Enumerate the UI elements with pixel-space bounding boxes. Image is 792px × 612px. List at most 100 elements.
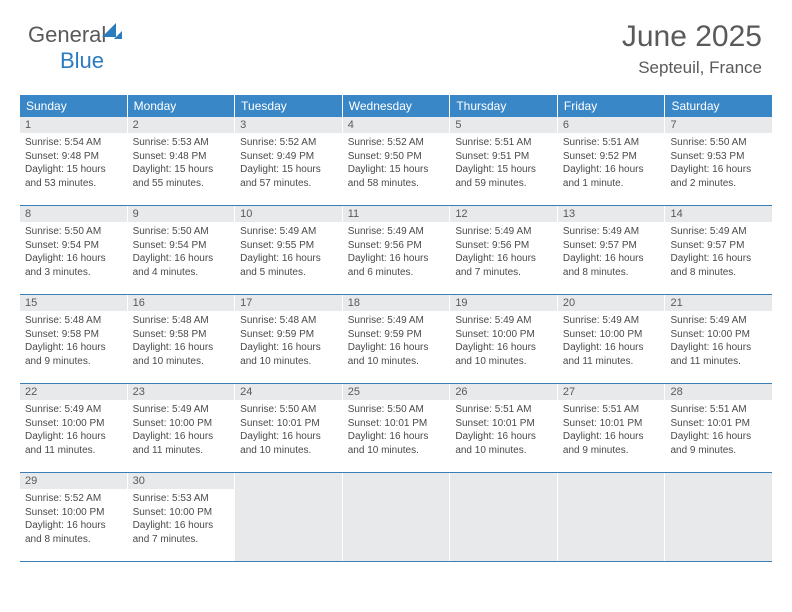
sunset-text: Sunset: 9:51 PM: [455, 150, 552, 164]
day-number: 19: [450, 295, 557, 311]
day-cell: 7Sunrise: 5:50 AMSunset: 9:53 PMDaylight…: [665, 117, 772, 205]
daylight-text: Daylight: 16 hours and 10 minutes.: [455, 341, 552, 368]
day-cell: 9Sunrise: 5:50 AMSunset: 9:54 PMDaylight…: [128, 206, 236, 294]
daylight-text: Daylight: 16 hours and 4 minutes.: [133, 252, 230, 279]
sunset-text: Sunset: 10:00 PM: [25, 506, 122, 520]
week-row: 1Sunrise: 5:54 AMSunset: 9:48 PMDaylight…: [20, 117, 772, 206]
day-body: Sunrise: 5:54 AMSunset: 9:48 PMDaylight:…: [20, 133, 127, 196]
sunrise-text: Sunrise: 5:53 AM: [133, 492, 230, 506]
sunrise-text: Sunrise: 5:50 AM: [133, 225, 230, 239]
logo-triangle-icon-2: [114, 31, 122, 39]
sunrise-text: Sunrise: 5:49 AM: [348, 225, 445, 239]
day-number: 10: [235, 206, 342, 222]
sunset-text: Sunset: 10:00 PM: [670, 328, 767, 342]
day-body: Sunrise: 5:48 AMSunset: 9:58 PMDaylight:…: [20, 311, 127, 374]
day-number: 13: [558, 206, 665, 222]
day-body: Sunrise: 5:50 AMSunset: 9:54 PMDaylight:…: [128, 222, 235, 285]
day-cell: 10Sunrise: 5:49 AMSunset: 9:55 PMDayligh…: [235, 206, 343, 294]
sunrise-text: Sunrise: 5:51 AM: [455, 136, 552, 150]
day-number: 7: [665, 117, 772, 133]
week-row: 22Sunrise: 5:49 AMSunset: 10:00 PMDaylig…: [20, 384, 772, 473]
sunset-text: Sunset: 9:56 PM: [348, 239, 445, 253]
daylight-text: Daylight: 16 hours and 9 minutes.: [563, 430, 660, 457]
day-number: 29: [20, 473, 127, 489]
sunset-text: Sunset: 9:52 PM: [563, 150, 660, 164]
sunset-text: Sunset: 9:54 PM: [133, 239, 230, 253]
day-body: Sunrise: 5:49 AMSunset: 9:56 PMDaylight:…: [343, 222, 450, 285]
day-body: Sunrise: 5:48 AMSunset: 9:58 PMDaylight:…: [128, 311, 235, 374]
daylight-text: Daylight: 16 hours and 8 minutes.: [670, 252, 767, 279]
day-number: 28: [665, 384, 772, 400]
day-body: Sunrise: 5:49 AMSunset: 9:55 PMDaylight:…: [235, 222, 342, 285]
day-cell: 17Sunrise: 5:48 AMSunset: 9:59 PMDayligh…: [235, 295, 343, 383]
page-title: June 2025: [622, 20, 762, 54]
sunset-text: Sunset: 9:49 PM: [240, 150, 337, 164]
day-number: 9: [128, 206, 235, 222]
day-body: Sunrise: 5:50 AMSunset: 9:53 PMDaylight:…: [665, 133, 772, 196]
empty-day-cell: [665, 473, 772, 561]
daylight-text: Daylight: 16 hours and 10 minutes.: [348, 341, 445, 368]
day-header: Monday: [128, 95, 236, 117]
day-body: Sunrise: 5:51 AMSunset: 9:51 PMDaylight:…: [450, 133, 557, 196]
sunset-text: Sunset: 10:01 PM: [348, 417, 445, 431]
daylight-text: Daylight: 16 hours and 10 minutes.: [240, 341, 337, 368]
day-cell: 8Sunrise: 5:50 AMSunset: 9:54 PMDaylight…: [20, 206, 128, 294]
title-block: June 2025 Septeuil, France: [622, 20, 762, 78]
day-header: Friday: [558, 95, 666, 117]
sunset-text: Sunset: 10:00 PM: [133, 506, 230, 520]
day-number: 24: [235, 384, 342, 400]
sunrise-text: Sunrise: 5:49 AM: [348, 314, 445, 328]
sunrise-text: Sunrise: 5:51 AM: [563, 403, 660, 417]
logo-text-1: General: [28, 22, 106, 47]
day-header: Thursday: [450, 95, 558, 117]
sunrise-text: Sunrise: 5:50 AM: [240, 403, 337, 417]
daylight-text: Daylight: 16 hours and 11 minutes.: [25, 430, 122, 457]
day-number: 12: [450, 206, 557, 222]
day-cell: 12Sunrise: 5:49 AMSunset: 9:56 PMDayligh…: [450, 206, 558, 294]
sunset-text: Sunset: 9:59 PM: [240, 328, 337, 342]
day-cell: 26Sunrise: 5:51 AMSunset: 10:01 PMDaylig…: [450, 384, 558, 472]
daylight-text: Daylight: 15 hours and 58 minutes.: [348, 163, 445, 190]
day-body: Sunrise: 5:49 AMSunset: 9:57 PMDaylight:…: [558, 222, 665, 285]
day-cell: 27Sunrise: 5:51 AMSunset: 10:01 PMDaylig…: [558, 384, 666, 472]
sunset-text: Sunset: 10:01 PM: [563, 417, 660, 431]
sunrise-text: Sunrise: 5:50 AM: [25, 225, 122, 239]
day-cell: 6Sunrise: 5:51 AMSunset: 9:52 PMDaylight…: [558, 117, 666, 205]
day-cell: 23Sunrise: 5:49 AMSunset: 10:00 PMDaylig…: [128, 384, 236, 472]
sunset-text: Sunset: 9:55 PM: [240, 239, 337, 253]
empty-day-cell: [450, 473, 558, 561]
daylight-text: Daylight: 16 hours and 2 minutes.: [670, 163, 767, 190]
sunrise-text: Sunrise: 5:49 AM: [670, 225, 767, 239]
day-number: 6: [558, 117, 665, 133]
header: General Blue June 2025 Septeuil, France: [0, 0, 792, 95]
daylight-text: Daylight: 16 hours and 10 minutes.: [133, 341, 230, 368]
day-number: 21: [665, 295, 772, 311]
daylight-text: Daylight: 16 hours and 11 minutes.: [670, 341, 767, 368]
day-number: 15: [20, 295, 127, 311]
logo-text-2: Blue: [60, 48, 104, 73]
daylight-text: Daylight: 16 hours and 10 minutes.: [240, 430, 337, 457]
daylight-text: Daylight: 16 hours and 6 minutes.: [348, 252, 445, 279]
day-body: Sunrise: 5:50 AMSunset: 10:01 PMDaylight…: [343, 400, 450, 463]
day-cell: 30Sunrise: 5:53 AMSunset: 10:00 PMDaylig…: [128, 473, 236, 561]
week-row: 15Sunrise: 5:48 AMSunset: 9:58 PMDayligh…: [20, 295, 772, 384]
sunrise-text: Sunrise: 5:53 AM: [133, 136, 230, 150]
day-body: Sunrise: 5:51 AMSunset: 10:01 PMDaylight…: [450, 400, 557, 463]
day-body: Sunrise: 5:49 AMSunset: 10:00 PMDaylight…: [558, 311, 665, 374]
day-number: 22: [20, 384, 127, 400]
day-cell: 25Sunrise: 5:50 AMSunset: 10:01 PMDaylig…: [343, 384, 451, 472]
daylight-text: Daylight: 16 hours and 10 minutes.: [348, 430, 445, 457]
day-number: 11: [343, 206, 450, 222]
sunrise-text: Sunrise: 5:48 AM: [133, 314, 230, 328]
sunset-text: Sunset: 9:50 PM: [348, 150, 445, 164]
day-cell: 1Sunrise: 5:54 AMSunset: 9:48 PMDaylight…: [20, 117, 128, 205]
empty-day-cell: [558, 473, 666, 561]
sunrise-text: Sunrise: 5:48 AM: [240, 314, 337, 328]
day-cell: 5Sunrise: 5:51 AMSunset: 9:51 PMDaylight…: [450, 117, 558, 205]
day-body: Sunrise: 5:53 AMSunset: 10:00 PMDaylight…: [128, 489, 235, 552]
sunset-text: Sunset: 10:00 PM: [133, 417, 230, 431]
day-number: 5: [450, 117, 557, 133]
daylight-text: Daylight: 15 hours and 53 minutes.: [25, 163, 122, 190]
day-body: Sunrise: 5:50 AMSunset: 9:54 PMDaylight:…: [20, 222, 127, 285]
day-cell: 3Sunrise: 5:52 AMSunset: 9:49 PMDaylight…: [235, 117, 343, 205]
